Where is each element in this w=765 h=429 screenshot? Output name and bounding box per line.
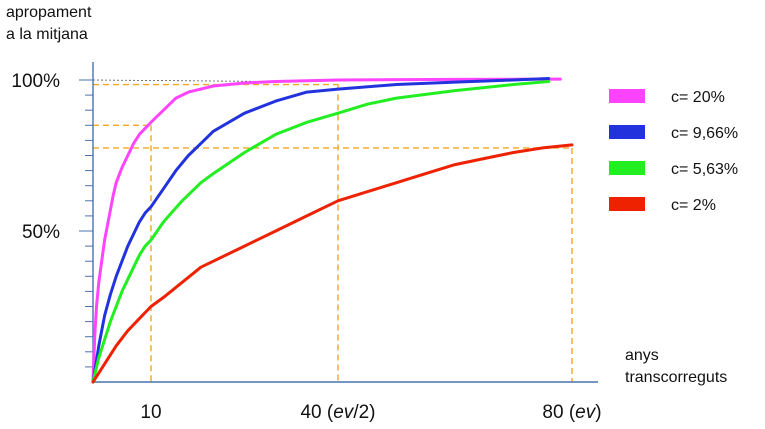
legend-label-2: c= 5,63% [671, 161, 738, 178]
legend-swatch-2 [609, 161, 645, 175]
series-line-0 [91, 77, 562, 384]
legend-swatch-1 [609, 125, 645, 139]
series-line-2 [91, 80, 551, 384]
legend-swatch-0 [609, 89, 645, 103]
legend-label-0: c= 20% [671, 89, 725, 106]
x-axis-title-line-0: anys [625, 347, 659, 364]
tick-labels: 50% 100% 10 40 (ev/2) 80 (ev) [11, 71, 601, 423]
reference-line-100 [92, 79, 276, 82]
series-lines [91, 77, 574, 384]
series-line-3 [91, 143, 574, 384]
axes [79, 62, 598, 383]
legend-swatch-3 [609, 197, 645, 211]
legend-label-1: c= 9,66% [671, 125, 738, 142]
y-tick-label: 50% [22, 222, 60, 243]
y-axis-title-line-1: a la mitjana [6, 26, 88, 43]
axis-titles: apropament a la mitjana anys transcorreguts [6, 4, 727, 386]
x-tick-label: 40 (ev/2) [300, 402, 375, 423]
x-tick-label: 10 [140, 402, 161, 423]
x-tick-label: 80 (ev) [542, 402, 601, 423]
guide-lines [92, 79, 573, 382]
y-tick-label: 100% [11, 71, 60, 92]
series-line-1 [91, 77, 551, 384]
y-axis-title-line-0: apropament [6, 4, 92, 21]
x-axis-title-line-1: transcorreguts [625, 369, 727, 386]
legend: c= 20% c= 9,66% c= 5,63% c= 2% [609, 89, 738, 214]
legend-label-3: c= 2% [671, 197, 716, 214]
